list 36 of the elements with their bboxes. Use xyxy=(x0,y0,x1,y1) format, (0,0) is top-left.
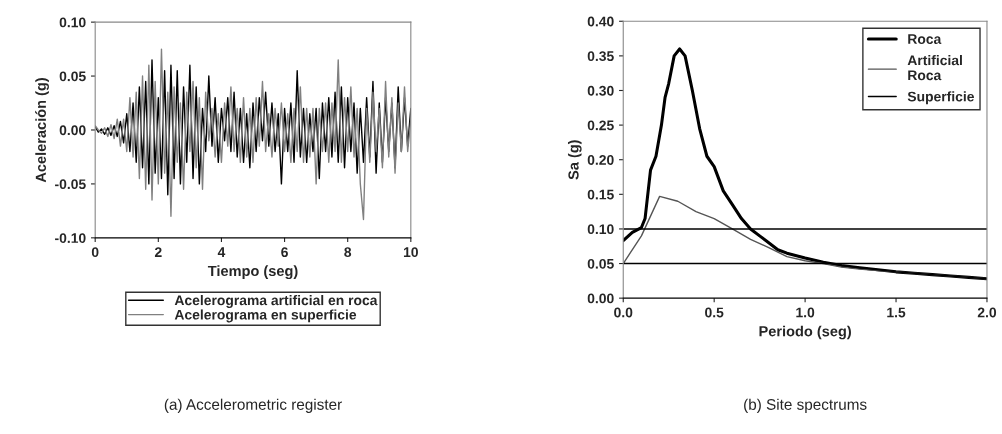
x-tick-label: 4 xyxy=(217,247,226,257)
y-axis-title: Sa (g) xyxy=(567,140,582,180)
x-axis-title: Tiempo (seg) xyxy=(207,265,298,280)
y-tick-label: 0.00 xyxy=(59,125,86,136)
text: (b) Site spectrums xyxy=(744,398,867,413)
x-tick-label: 0.5 xyxy=(705,307,724,318)
x-tick-label: 0 xyxy=(91,247,99,258)
y-tick-label: 0.30 xyxy=(587,85,614,96)
legend-label: Roca xyxy=(908,34,942,44)
y-tick-label: 0.10 xyxy=(587,224,614,235)
y-tick-label: 0.05 xyxy=(587,258,614,269)
y-tick-label: 0.20 xyxy=(587,155,614,165)
x-tick-label: 10 xyxy=(403,247,418,258)
y-tick-label: 0.10 xyxy=(59,17,86,28)
y-tick-label: 0.15 xyxy=(587,189,614,200)
legend-label: Acelerograma artificial en roca xyxy=(174,295,378,309)
x-axis-title: Periodo (seg) xyxy=(759,325,851,340)
x-tick-label: 1.5 xyxy=(887,307,906,318)
legend-label: Superficie xyxy=(907,91,974,105)
y-tick-label: 0.05 xyxy=(59,71,86,82)
text: (a) Accelerometric register xyxy=(164,398,342,413)
y-axis-title: Aceleración (g) xyxy=(35,78,49,183)
x-tick-label: 0.0 xyxy=(614,307,633,318)
y-tick-label: -0.10 xyxy=(55,233,86,243)
y-tick-label: -0.05 xyxy=(55,179,86,190)
x-tick-label: 1.0 xyxy=(796,307,815,318)
x-tick-label: 8 xyxy=(344,247,352,258)
y-tick-label: 0.25 xyxy=(587,120,614,131)
y-tick-label: 0.35 xyxy=(587,51,614,62)
y-tick-label: 0.40 xyxy=(587,16,614,27)
x-tick-label: 2 xyxy=(154,247,162,257)
legend-label: Artificial Roca xyxy=(907,55,962,81)
x-tick-label: 6 xyxy=(281,247,288,258)
x-tick-label: 2.0 xyxy=(977,307,997,318)
legend-label: Acelerograma en superficie xyxy=(174,309,357,323)
y-tick-label: 0.00 xyxy=(587,293,614,304)
